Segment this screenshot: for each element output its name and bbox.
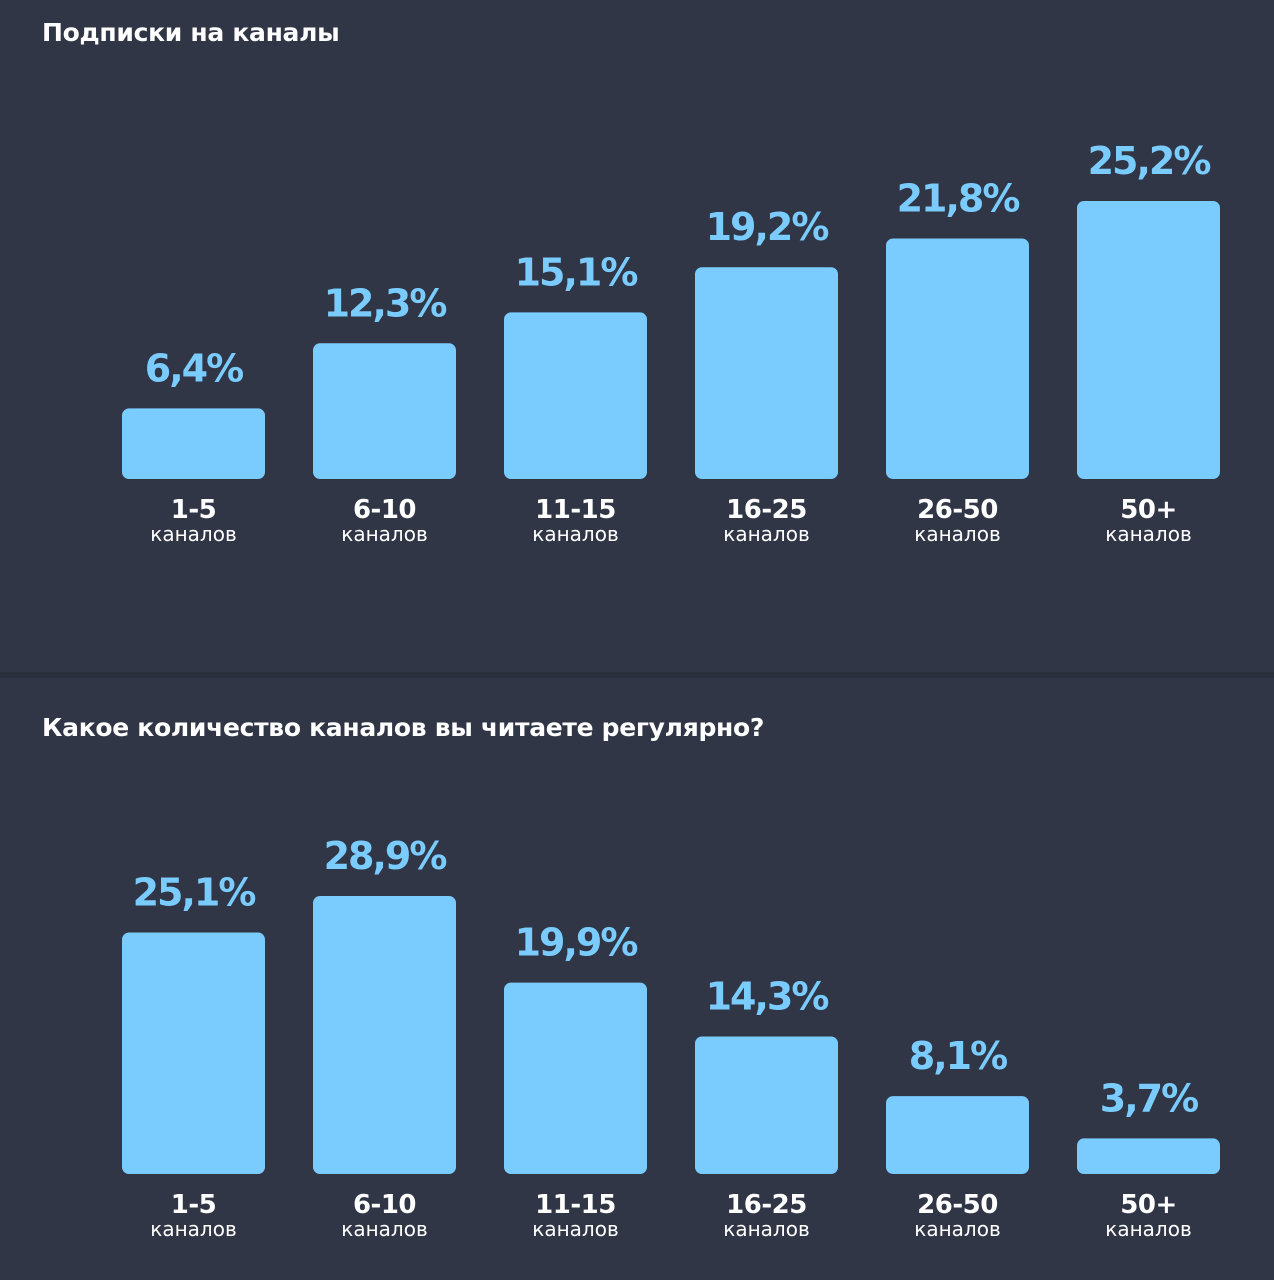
category-label: 16-25 [726, 495, 807, 525]
bar-26-50 [886, 238, 1029, 479]
value-label: 15,1% [515, 250, 638, 294]
bar-50+ [1077, 201, 1220, 479]
bar-chart-subscriptions: 6,4%1-5каналов12,3%6-10каналов15,1%11-15… [122, 139, 1220, 546]
value-label: 6,4% [145, 346, 243, 390]
value-label: 21,8% [897, 177, 1020, 221]
value-label: 12,3% [324, 281, 447, 325]
category-unit-label: каналов [532, 522, 618, 546]
category-unit-label: каналов [341, 522, 427, 546]
panel-divider [0, 672, 1274, 678]
bar-26-50 [886, 1096, 1029, 1174]
category-label: 16-25 [726, 1190, 807, 1220]
category-unit-label: каналов [914, 1217, 1000, 1241]
bar-6-10 [313, 896, 456, 1174]
bar-16-25 [695, 267, 838, 479]
category-label: 50+ [1120, 495, 1176, 525]
bar-50+ [1077, 1138, 1220, 1174]
category-label: 11-15 [535, 495, 616, 525]
chart-panel-regular-reading: Какое количество каналов вы читаете регу… [0, 678, 1274, 1280]
value-label: 3,7% [1100, 1076, 1198, 1120]
category-unit-label: каналов [723, 1217, 809, 1241]
bar-6-10 [313, 343, 456, 479]
category-label: 1-5 [171, 1190, 216, 1220]
value-label: 8,1% [909, 1034, 1007, 1078]
value-label: 19,9% [515, 921, 638, 965]
value-label: 25,2% [1088, 139, 1211, 183]
value-label: 25,1% [133, 871, 256, 915]
value-label: 14,3% [706, 974, 829, 1018]
category-label: 1-5 [171, 495, 216, 525]
category-label: 6-10 [353, 495, 416, 525]
bar-1-5 [122, 932, 265, 1174]
value-label: 28,9% [324, 834, 447, 878]
chart-panel-subscriptions: Подписки на каналы 6,4% 1-5 каналов 12,3% 6-… [42, 18, 1220, 546]
bar-16-25 [695, 1036, 838, 1174]
bar-11-15 [504, 312, 647, 479]
category-label: 6-10 [353, 1190, 416, 1220]
category-unit-label: каналов [1105, 522, 1191, 546]
category-unit-label: каналов [914, 522, 1000, 546]
category-label: 26-50 [917, 1190, 998, 1220]
category-label: 26-50 [917, 495, 998, 525]
category-label: 11-15 [535, 1190, 616, 1220]
category-unit-label: каналов [532, 1217, 618, 1241]
chart-title: Подписки на каналы [42, 18, 340, 47]
bar-chart-regular-reading: 25,1%1-5каналов28,9%6-10каналов19,9%11-1… [122, 834, 1220, 1241]
chart-title: Какое количество каналов вы читаете регу… [42, 713, 765, 742]
category-unit-label: каналов [150, 1217, 236, 1241]
category-unit-label: каналов [1105, 1217, 1191, 1241]
category-unit-label: каналов [723, 522, 809, 546]
category-label: 50+ [1120, 1190, 1176, 1220]
bar-11-15 [504, 982, 647, 1174]
category-unit-label: каналов [341, 1217, 427, 1241]
value-label: 19,2% [706, 205, 829, 249]
category-unit-label: каналов [150, 522, 236, 546]
bar-1-5 [122, 408, 265, 479]
